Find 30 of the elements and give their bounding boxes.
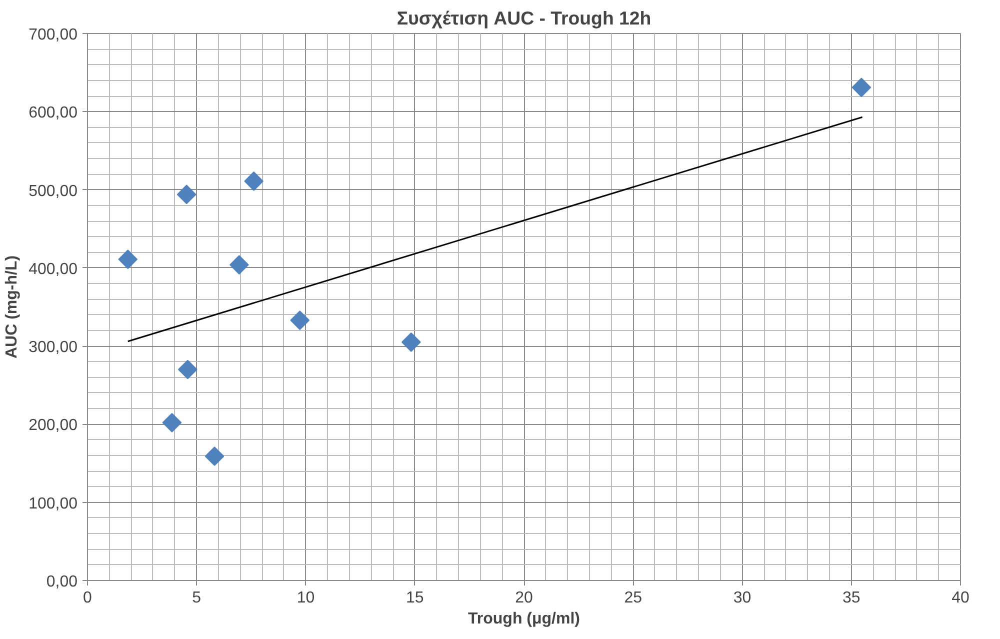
chart-title: Συσχέτιση AUC - Trough 12h: [396, 8, 652, 28]
point: [178, 360, 198, 380]
x-tick-label: 0: [83, 590, 92, 606]
point: [401, 332, 421, 352]
y-tick-label: 600,00: [28, 104, 78, 122]
point: [852, 78, 872, 98]
y-tick-label: 0,00: [46, 574, 78, 590]
y-tick-label: 500,00: [28, 182, 78, 200]
x-tick-label: 30: [733, 590, 752, 606]
x-tick-label: 35: [842, 590, 860, 606]
x-tick-label: 10: [296, 590, 315, 606]
y-tick-label: 700,00: [28, 26, 78, 44]
y-tick-label: 100,00: [28, 495, 78, 512]
point: [162, 412, 182, 432]
x-tick-label: 25: [624, 590, 642, 606]
x-tick-label: 15: [406, 590, 424, 606]
y-axis-title: AUC (mg-h/L): [4, 255, 21, 359]
x-tick-label: 40: [952, 590, 970, 606]
point: [244, 172, 264, 191]
point: [229, 255, 249, 274]
point: [176, 184, 196, 204]
y-tick-label: 200,00: [28, 417, 78, 434]
point: [118, 250, 138, 270]
point: [204, 446, 224, 466]
y-tick-label: 300,00: [28, 339, 78, 356]
point: [290, 310, 310, 330]
y-tick-label: 400,00: [28, 260, 78, 278]
x-axis-title: Trough (μg/ml): [468, 610, 580, 628]
x-tick-label: 20: [515, 590, 533, 606]
x-tick-label: 5: [192, 590, 202, 606]
